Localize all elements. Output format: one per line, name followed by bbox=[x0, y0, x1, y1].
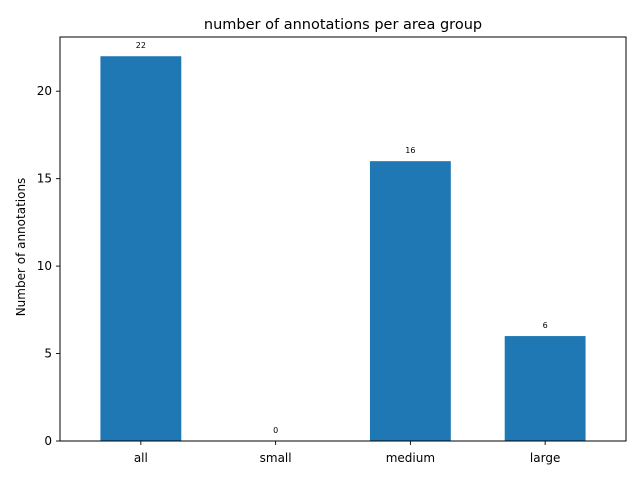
data-label-medium: 16 bbox=[405, 146, 415, 155]
plot-frame bbox=[59, 36, 627, 442]
x-tick-label-large: large bbox=[530, 451, 560, 465]
x-axis-ticks: all small medium large bbox=[134, 441, 560, 465]
y-tick-label-20: 20 bbox=[37, 84, 52, 98]
data-label-all: 22 bbox=[136, 41, 146, 50]
y-tick-label-5: 5 bbox=[44, 347, 52, 361]
data-labels-group: 22 0 16 6 bbox=[136, 41, 548, 435]
chart-title: number of annotations per area group bbox=[204, 17, 482, 33]
bar-large bbox=[504, 336, 586, 441]
x-tick-label-small: small bbox=[260, 451, 292, 465]
y-tick-label-10: 10 bbox=[37, 259, 52, 273]
data-label-small: 0 bbox=[273, 426, 278, 435]
x-tick-label-medium: medium bbox=[386, 451, 435, 465]
y-tick-label-15: 15 bbox=[37, 172, 52, 186]
bar-medium bbox=[369, 161, 451, 441]
bar-all bbox=[100, 56, 182, 441]
y-axis-label: Number of annotations bbox=[14, 178, 28, 317]
y-tick-label-0: 0 bbox=[44, 434, 52, 448]
data-label-large: 6 bbox=[543, 321, 548, 330]
bars-group bbox=[100, 56, 586, 441]
y-axis-ticks: 0 5 10 15 20 bbox=[37, 84, 60, 448]
x-tick-label-all: all bbox=[134, 451, 148, 465]
